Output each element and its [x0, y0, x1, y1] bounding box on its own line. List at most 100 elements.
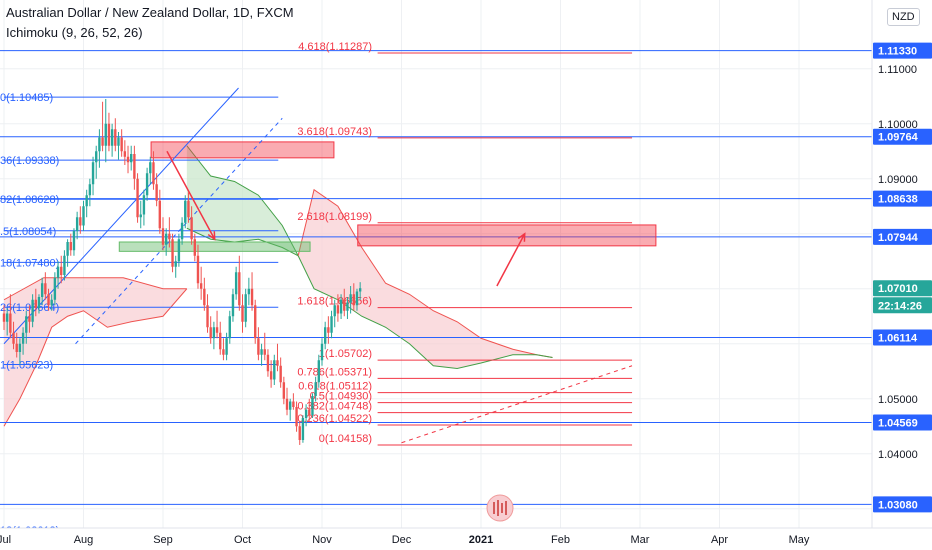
price-tag — [873, 297, 932, 314]
candle-body — [295, 407, 298, 427]
candle-body — [85, 195, 88, 207]
price-tick-label: 1.11000 — [878, 64, 917, 76]
candle-body — [82, 206, 85, 226]
currency-badge[interactable]: NZD — [887, 8, 920, 26]
candle-body — [5, 313, 9, 322]
candle-body — [126, 156, 130, 163]
candle-body — [196, 255, 200, 284]
candle-body — [98, 137, 101, 152]
time-tick-label: Jul — [0, 534, 11, 546]
candle-body — [18, 343, 22, 352]
candle-body — [56, 266, 60, 278]
candle-body — [161, 228, 165, 245]
time-tick-label: Nov — [312, 534, 332, 546]
candle-body — [219, 332, 222, 350]
candle-body — [168, 233, 171, 240]
candle-body — [28, 316, 31, 322]
cloud-red-left-span-b — [3, 288, 188, 427]
candle-body — [104, 123, 107, 146]
candle-body — [91, 162, 95, 185]
candle-body — [155, 184, 158, 201]
candle-body — [75, 217, 79, 231]
candle-body — [257, 338, 260, 355]
candle-body — [171, 239, 174, 267]
candle-body — [263, 349, 266, 355]
candle-body — [114, 129, 117, 146]
candle-body — [15, 343, 18, 352]
candle-body — [292, 401, 295, 407]
fib-left-label: 82(1.08628) — [0, 194, 59, 206]
zone-green — [118, 241, 311, 252]
tradingview-logo-icon — [486, 494, 514, 522]
time-tick-label: Oct — [234, 534, 251, 546]
candle-body — [25, 316, 28, 333]
candle-body — [184, 200, 187, 223]
candle-body — [336, 305, 340, 314]
price-tag — [873, 228, 932, 245]
candle-body — [323, 327, 327, 344]
candle-body — [330, 316, 333, 333]
fib-left-label: 1(1.05623) — [0, 359, 53, 371]
candle-body — [301, 418, 305, 440]
candle-body — [63, 255, 66, 275]
candle-body — [60, 266, 63, 275]
fib-right-label: 0.382(1.04748) — [297, 401, 372, 413]
candle-body — [339, 299, 343, 314]
time-tick-label: May — [789, 534, 810, 546]
candle-body — [110, 129, 114, 146]
cloud-green — [186, 145, 299, 256]
arrow-line — [166, 150, 216, 240]
time-tick-label: Mar — [631, 534, 650, 546]
candle-body — [327, 327, 330, 333]
candle-body — [352, 294, 355, 306]
fib-right-label: 0(1.04158) — [319, 433, 372, 445]
candle-body — [343, 299, 346, 311]
price-tick-label: 1.05000 — [878, 394, 918, 406]
candle-body — [152, 162, 155, 185]
candle-body — [123, 151, 127, 157]
candle-body — [241, 305, 244, 322]
candle-body — [333, 305, 336, 317]
candle-body — [203, 288, 206, 306]
horizontal-levels — [0, 50, 872, 505]
price-tag — [873, 280, 932, 297]
fib-right-label: 1(1.05702) — [319, 348, 372, 360]
arrow-head — [207, 231, 216, 241]
candle-body — [314, 382, 317, 396]
candle-body — [120, 137, 123, 152]
zones — [118, 141, 657, 252]
price-tag — [873, 329, 932, 346]
candle-body — [209, 327, 212, 339]
candle-body — [21, 332, 25, 344]
candle-body — [199, 283, 203, 289]
price-tick-label: 1.09000 — [878, 174, 918, 186]
indicator-label: Ichimoku (9, 26, 52, 26) — [6, 25, 143, 40]
candle-body — [304, 409, 308, 418]
candle-body — [215, 327, 219, 333]
price-tag-label: 22:14:26 — [878, 300, 922, 312]
candle-body — [193, 239, 196, 256]
candle-body — [101, 137, 104, 146]
candle-body — [250, 288, 254, 306]
time-tick-label: Apr — [711, 534, 728, 546]
candle-body — [187, 200, 190, 218]
candle-body — [228, 316, 231, 339]
candle-body — [2, 313, 6, 322]
candle-body — [107, 123, 111, 146]
candle-body — [164, 233, 168, 245]
price-axis: 1.11000 1.10000 1.09000 1.05000 1.04000 1.113… — [871, 0, 932, 550]
grid — [0, 0, 872, 528]
candle-body — [225, 338, 228, 355]
candle-body — [260, 349, 263, 355]
price-tag-label: 1.11330 — [878, 46, 917, 58]
fib-left-label: 0(1.10485) — [0, 92, 53, 104]
candle-body — [44, 283, 47, 295]
time-tick-label: Feb — [551, 534, 570, 546]
price-tag-label: 1.09764 — [878, 132, 919, 144]
price-tag-label: 1.04569 — [878, 417, 918, 429]
candle-body — [69, 242, 72, 251]
candle-body — [276, 360, 279, 366]
trendlines — [3, 87, 633, 444]
